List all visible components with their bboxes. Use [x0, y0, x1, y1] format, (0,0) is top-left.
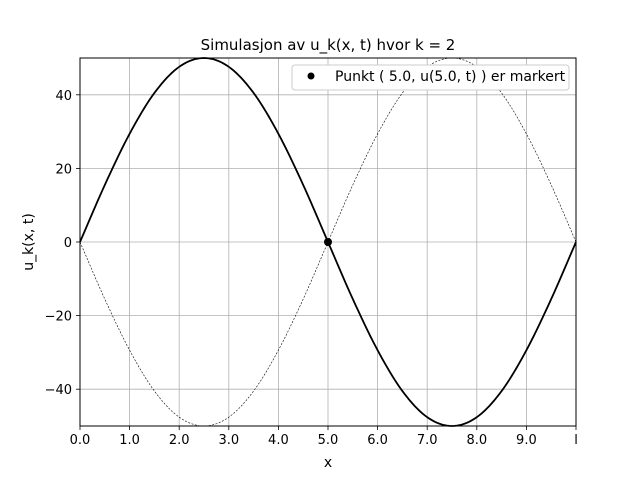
chart-title: Simulasjon av u_k(x, t) hvor k = 2: [201, 36, 456, 55]
legend-box: [291, 64, 570, 91]
x-tick-label: 5.0: [318, 433, 339, 448]
y-tick-label: −40: [45, 383, 72, 398]
x-tick-label: 0.0: [70, 433, 91, 448]
legend-entry-label: Punkt ( 5.0, u(5.0, t) ) er markert: [335, 69, 566, 85]
x-axis-label: x: [324, 455, 332, 471]
x-tick-label: 7.0: [417, 433, 438, 448]
x-tick-label: 8.0: [466, 433, 487, 448]
marked-point: [324, 238, 332, 246]
y-axis-ticks: 40 20 0 −20 −40: [45, 89, 80, 398]
legend: Punkt ( 5.0, u(5.0, t) ) er markert: [291, 64, 570, 91]
y-tick-label: 0: [64, 236, 72, 251]
x-tick-label: 1.0: [119, 433, 140, 448]
legend-marker-dot: [307, 72, 315, 80]
x-tick-label: 3.0: [218, 433, 239, 448]
x-tick-label: 2.0: [169, 433, 190, 448]
x-tick-label: 6.0: [367, 433, 388, 448]
x-tick-label: 4.0: [268, 433, 289, 448]
y-tick-label: 40: [55, 89, 72, 104]
y-tick-label: 20: [55, 162, 72, 177]
x-tick-label: 9.0: [516, 433, 537, 448]
y-tick-label: −20: [45, 310, 72, 325]
x-tick-label: l: [574, 433, 578, 448]
x-axis-ticks: 0.0 1.0 2.0 3.0 4.0 5.0 6.0 7.0 8.0 9.0 l: [70, 426, 578, 448]
y-axis-label: u_k(x, t): [21, 213, 37, 271]
marker-layer: [324, 238, 332, 246]
